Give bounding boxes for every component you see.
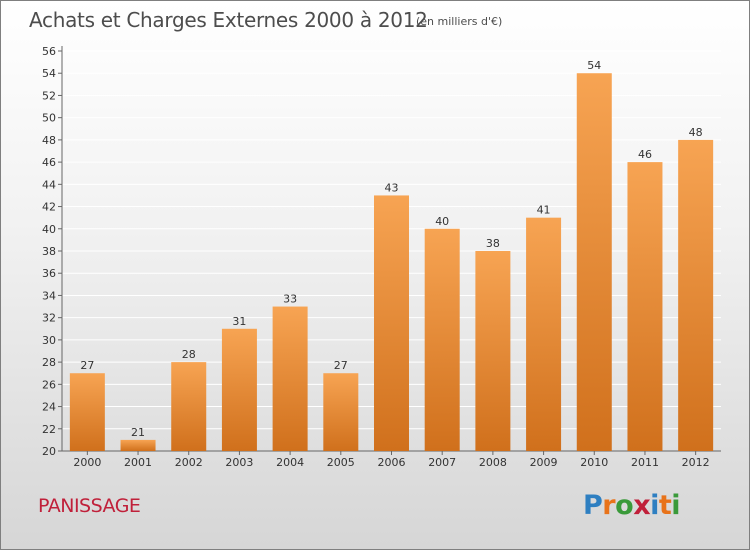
bar [171, 362, 207, 451]
y-tick-label: 22 [42, 423, 56, 436]
x-tick-label: 2001 [124, 456, 152, 469]
bar [221, 328, 257, 451]
data-label: 27 [334, 359, 348, 372]
x-tick-label: 2009 [530, 456, 558, 469]
data-label: 21 [131, 426, 145, 439]
bar [424, 228, 460, 451]
logo-letter: x [633, 490, 651, 521]
y-tick-label: 48 [42, 134, 56, 147]
y-tick-label: 42 [42, 201, 56, 214]
data-label: 31 [232, 315, 246, 328]
y-tick-label: 50 [42, 112, 56, 125]
data-label: 54 [587, 59, 601, 72]
y-tick-label: 20 [42, 445, 56, 458]
data-label: 41 [537, 204, 551, 217]
y-tick-label: 32 [42, 312, 56, 325]
y-tick-label: 24 [42, 401, 56, 414]
x-tick-label: 2008 [479, 456, 507, 469]
chart-title: Achats et Charges Externes 2000 à 2012 [29, 8, 428, 32]
bar [272, 306, 308, 451]
y-tick-label: 26 [42, 378, 56, 391]
x-tick-label: 2007 [428, 456, 456, 469]
data-label: 27 [80, 359, 94, 372]
data-label: 38 [486, 237, 500, 250]
y-tick-label: 46 [42, 156, 56, 169]
bar [69, 373, 105, 451]
y-tick-label: 30 [42, 334, 56, 347]
bar [475, 251, 511, 451]
bar [678, 139, 714, 451]
x-tick-label: 2004 [276, 456, 304, 469]
bar [374, 195, 409, 451]
y-tick-label: 40 [42, 223, 56, 236]
y-tick-label: 34 [42, 289, 56, 302]
data-label: 40 [435, 215, 449, 228]
logo-letter: r [602, 490, 616, 521]
x-tick-label: 2006 [378, 456, 406, 469]
logo-letter: P [583, 490, 603, 521]
y-tick-label: 36 [42, 267, 56, 280]
x-tick-label: 2003 [225, 456, 253, 469]
y-tick-label: 44 [42, 178, 56, 191]
logo-letter: i [671, 490, 681, 521]
logo-letter: o [615, 490, 634, 521]
plot-area: 20 22 24 26 28 30 32 34 36 38 40 42 44 46 48 50 52 54 56 27… [42, 45, 721, 469]
x-tick-label: 2002 [175, 456, 203, 469]
x-tick-label: 2011 [631, 456, 659, 469]
logo-letter: i [650, 490, 659, 521]
logo-letter: t [658, 490, 672, 521]
x-tick-label: 2012 [682, 456, 710, 469]
data-label: 28 [182, 348, 196, 361]
y-tick-label: 54 [42, 67, 56, 80]
x-tick-label: 2005 [327, 456, 355, 469]
x-tick-label: 2010 [580, 456, 608, 469]
y-tick-label: 38 [42, 245, 56, 258]
y-tick-label: 56 [42, 45, 56, 58]
data-label: 46 [638, 148, 652, 161]
bar [627, 162, 663, 451]
x-tick-label: 2000 [73, 456, 101, 469]
data-label: 43 [385, 181, 399, 194]
data-label: 33 [283, 293, 297, 306]
chart-subtitle: (en milliers d'€) [416, 15, 503, 28]
commune-name: PANISSAGE [38, 495, 141, 517]
proxiti-logo[interactable]: Proxiti [583, 490, 681, 521]
bar [323, 373, 359, 451]
bar [576, 73, 612, 451]
y-tick-label: 52 [42, 89, 56, 102]
bar [526, 217, 562, 451]
bar [120, 439, 156, 451]
data-label: 48 [689, 126, 703, 139]
y-tick-label: 28 [42, 356, 56, 369]
